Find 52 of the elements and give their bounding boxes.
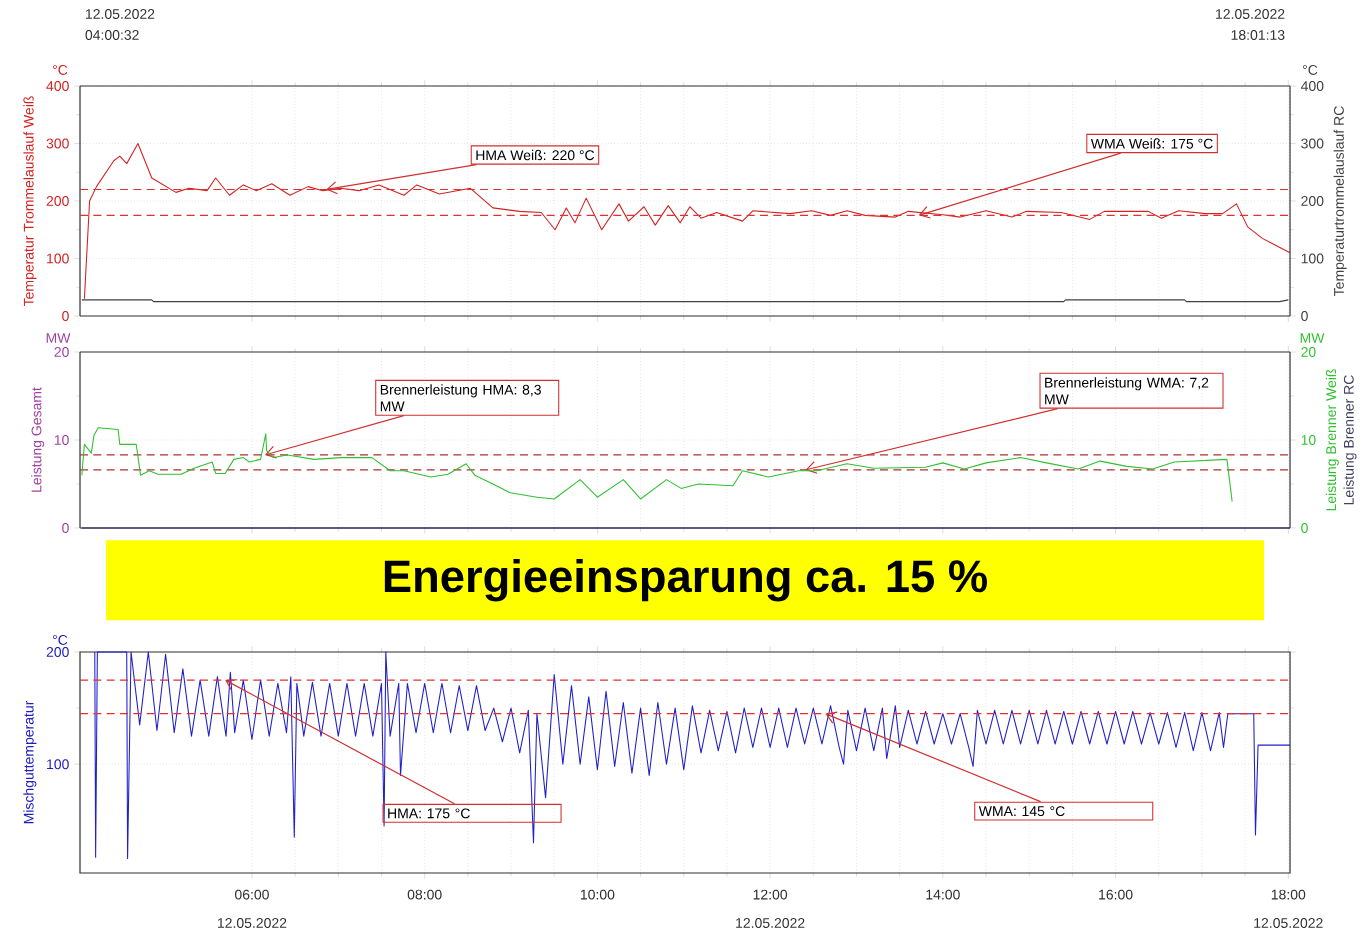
y2-tick-label: 200 — [1301, 196, 1324, 206]
x-tick-label: 18:00 — [1271, 889, 1306, 900]
y-tick-label: 10 — [54, 435, 69, 445]
text: °C — [52, 65, 68, 75]
y-tick-label: 100 — [47, 759, 69, 770]
y-axis-title: Leistung Gesamt — [31, 387, 45, 492]
y-tick-label: 100 — [47, 253, 69, 264]
x-tick-label: 12:00 — [753, 889, 788, 900]
text: 12.05.2022 — [1254, 918, 1323, 928]
x-tick-label: 08:00 — [407, 889, 442, 900]
line-series — [94, 651, 1291, 859]
x-tick-label: 06:00 — [234, 889, 269, 900]
text: Leistung Brenner RC — [1343, 375, 1357, 505]
y-axis-title: Mischguttemperatur — [23, 700, 37, 824]
text: 12.05.2022 — [736, 918, 805, 928]
y-axis-title: Temperatur Trommelauslauf Weiß — [23, 96, 37, 307]
x-tick-label: 16:00 — [1099, 889, 1133, 900]
text: °C — [52, 635, 68, 645]
x-tick-label: 10:00 — [580, 889, 615, 900]
text: 04:00:32 — [85, 30, 139, 40]
y-tick-label: 200 — [46, 196, 69, 206]
y-tick-label: 400 — [46, 81, 69, 91]
y2-tick-label: 300 — [1301, 138, 1324, 149]
annotation: HMA: 175 °C — [388, 808, 470, 819]
y2-tick-label: 20 — [1301, 347, 1316, 357]
text: °C — [1303, 65, 1318, 75]
y2-axis-title: Temperaturtrommelauslauf RC — [1333, 106, 1347, 296]
annotation: Brennerleistung WMA: 7,2 MW — [1045, 377, 1209, 405]
y2-tick-label: 100 — [1301, 253, 1324, 264]
text: Energieeinsparung ca. 15 % — [384, 559, 987, 602]
y2-tick-label: 400 — [1300, 81, 1324, 91]
text: 18:01:13 — [1231, 30, 1285, 40]
y-tick-label: 0 — [62, 523, 69, 533]
text: 12.05.2022 — [1216, 9, 1285, 19]
y-tick-label: 0 — [62, 311, 69, 321]
y-tick-label: 200 — [46, 647, 69, 657]
y-tick-label: 300 — [46, 138, 69, 149]
y2-axis-title: Leistung Brenner Weiß — [1325, 369, 1339, 511]
y2-tick-label: 0 — [1301, 311, 1308, 321]
x-tick-label: 14:00 — [926, 889, 960, 900]
annotation: WMA: 145 °C — [978, 806, 1065, 817]
annotation: HMA Weiß: 220 °C — [476, 149, 595, 161]
line-series — [81, 427, 1233, 503]
y2-tick-label: 10 — [1301, 435, 1316, 445]
annotation: Brennerleistung HMA: 8,3 MW — [380, 384, 541, 412]
text: 12.05.2022 — [86, 9, 155, 19]
text: 12.05.2022 — [217, 918, 287, 928]
text: MW — [1300, 333, 1325, 343]
y2-tick-label: 0 — [1301, 523, 1308, 533]
y-tick-label: 20 — [54, 347, 69, 357]
annotation: WMA Weiß: 175 °C — [1090, 138, 1213, 149]
text: MW — [46, 333, 71, 343]
